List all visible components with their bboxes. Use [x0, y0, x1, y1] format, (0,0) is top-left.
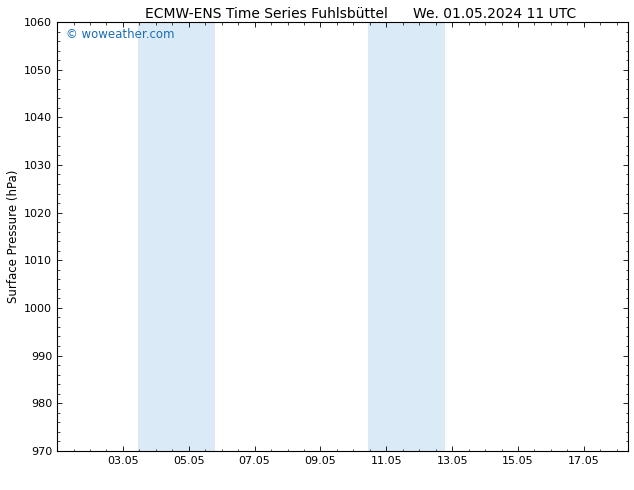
Bar	[138, 22, 176, 451]
Text: ECMW-ENS Time Series Fuhlsbüttel: ECMW-ENS Time Series Fuhlsbüttel	[145, 7, 388, 22]
Bar	[407, 22, 445, 451]
Text: We. 01.05.2024 11 UTC: We. 01.05.2024 11 UTC	[413, 7, 576, 22]
Y-axis label: Surface Pressure (hPa): Surface Pressure (hPa)	[7, 170, 20, 303]
Bar	[368, 22, 407, 451]
Bar	[176, 22, 215, 451]
Text: © woweather.com: © woweather.com	[66, 28, 174, 42]
